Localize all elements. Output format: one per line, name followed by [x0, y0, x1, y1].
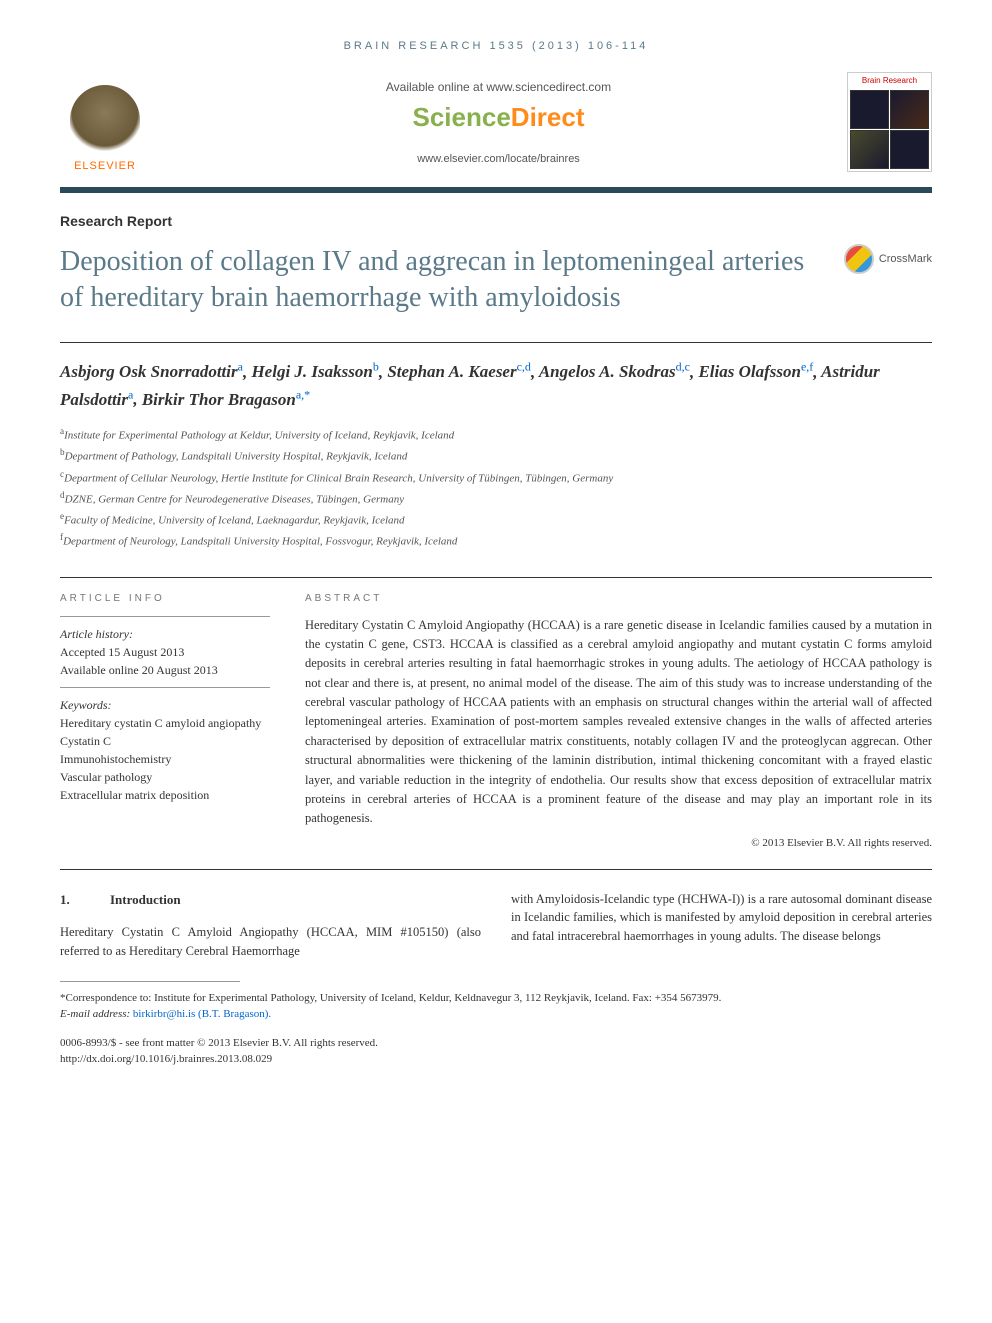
correspondence-footnote: *Correspondence to: Institute for Experi…: [60, 990, 932, 1023]
issn-line: 0006-8993/$ - see front matter © 2013 El…: [60, 1035, 932, 1052]
abstract-column: abstract Hereditary Cystatin C Amyloid A…: [305, 593, 932, 849]
article-type-label: Research Report: [60, 213, 932, 229]
footnote-rule: [60, 981, 240, 982]
keyword-item: Vascular pathology: [60, 768, 270, 786]
journal-cover-thumbnail: Brain Research: [847, 72, 932, 172]
author-name: Stephan A. Kaeserc,d: [387, 362, 531, 381]
doi-line: http://dx.doi.org/10.1016/j.brainres.201…: [60, 1051, 932, 1068]
abstract-copyright: © 2013 Elsevier B.V. All rights reserved…: [305, 837, 932, 849]
body-two-column: 1. Introduction Hereditary Cystatin C Am…: [60, 890, 932, 961]
accepted-date: Accepted 15 August 2013: [60, 643, 270, 661]
affiliation-line: cDepartment of Cellular Neurology, Herti…: [60, 467, 932, 488]
article-title: Deposition of collagen IV and aggrecan i…: [60, 244, 824, 317]
article-info-header: article info: [60, 593, 270, 604]
cover-thumb: [850, 130, 889, 169]
available-online-text: Available online at www.sciencedirect.co…: [150, 80, 847, 94]
crossmark-label: CrossMark: [879, 253, 932, 265]
section-heading: 1. Introduction: [60, 890, 481, 910]
info-rule: [60, 687, 270, 688]
authors-rule: [60, 577, 932, 578]
title-row: Deposition of collagen IV and aggrecan i…: [60, 244, 932, 317]
cover-thumb: [850, 90, 889, 129]
info-abstract-row: article info Article history: Accepted 1…: [60, 593, 932, 849]
section-title: Introduction: [110, 890, 181, 910]
elsevier-tree-icon: [70, 85, 140, 155]
doi-block: 0006-8993/$ - see front matter © 2013 El…: [60, 1035, 932, 1068]
article-info-column: article info Article history: Accepted 1…: [60, 593, 270, 849]
author-name: Asbjorg Osk Snorradottira: [60, 362, 243, 381]
abstract-bottom-rule: [60, 869, 932, 870]
correspondence-text: *Correspondence to: Institute for Experi…: [60, 990, 932, 1007]
keyword-item: Extracellular matrix deposition: [60, 786, 270, 804]
header-thick-rule: [60, 187, 932, 193]
author-name: Birkir Thor Bragasona,*: [142, 390, 310, 409]
abstract-header: abstract: [305, 593, 932, 604]
keyword-item: Hereditary cystatin C amyloid angiopathy: [60, 714, 270, 732]
history-label: Article history:: [60, 625, 270, 643]
keyword-item: Cystatin C: [60, 732, 270, 750]
sd-direct-word: Direct: [511, 102, 585, 132]
keyword-item: Immunohistochemistry: [60, 750, 270, 768]
online-date: Available online 20 August 2013: [60, 661, 270, 679]
title-rule: [60, 342, 932, 343]
publisher-header-bar: ELSEVIER Available online at www.science…: [60, 72, 932, 172]
cover-journal-title: Brain Research: [848, 73, 931, 88]
author-name: Angelos A. Skodrasd,c: [539, 362, 690, 381]
email-line: E-mail address: birkirbr@hi.is (B.T. Bra…: [60, 1006, 932, 1023]
elsevier-logo: ELSEVIER: [60, 72, 150, 172]
abstract-text: Hereditary Cystatin C Amyloid Angiopathy…: [305, 616, 932, 829]
body-column-left: 1. Introduction Hereditary Cystatin C Am…: [60, 890, 481, 961]
affiliation-line: eFaculty of Medicine, University of Icel…: [60, 509, 932, 530]
journal-url: www.elsevier.com/locate/brainres: [150, 153, 847, 165]
intro-paragraph-left: Hereditary Cystatin C Amyloid Angiopathy…: [60, 923, 481, 961]
email-label: E-mail address:: [60, 1008, 130, 1020]
affiliation-line: bDepartment of Pathology, Landspitali Un…: [60, 445, 932, 466]
author-name: Helgi J. Isakssonb: [251, 362, 378, 381]
affiliation-line: fDepartment of Neurology, Landspitali Un…: [60, 530, 932, 551]
crossmark-icon: [844, 244, 874, 274]
keywords-label: Keywords:: [60, 696, 270, 714]
keywords-block: Keywords: Hereditary cystatin C amyloid …: [60, 696, 270, 804]
cover-thumb: [890, 130, 929, 169]
sd-science-word: Science: [413, 102, 511, 132]
correspondence-email-link[interactable]: birkirbr@hi.is (B.T. Bragason).: [133, 1008, 271, 1020]
sciencedirect-logo: ScienceDirect: [150, 102, 847, 133]
sciencedirect-block: Available online at www.sciencedirect.co…: [150, 80, 847, 165]
cover-thumb: [890, 90, 929, 129]
authors-list: Asbjorg Osk Snorradottira, Helgi J. Isak…: [60, 358, 932, 412]
info-rule: [60, 616, 270, 617]
author-name: Elias Olafssone,f: [698, 362, 813, 381]
body-column-right: with Amyloidosis-Icelandic type (HCHWA-I…: [511, 890, 932, 961]
crossmark-badge[interactable]: CrossMark: [844, 244, 932, 274]
cover-images-grid: [848, 88, 931, 171]
journal-running-header: BRAIN RESEARCH 1535 (2013) 106-114: [60, 40, 932, 52]
affiliation-line: aInstitute for Experimental Pathology at…: [60, 424, 932, 445]
section-number: 1.: [60, 890, 110, 910]
affiliation-line: dDZNE, German Centre for Neurodegenerati…: [60, 488, 932, 509]
article-history-block: Article history: Accepted 15 August 2013…: [60, 625, 270, 679]
affiliations-list: aInstitute for Experimental Pathology at…: [60, 424, 932, 552]
elsevier-label: ELSEVIER: [74, 160, 136, 172]
intro-paragraph-right: with Amyloidosis-Icelandic type (HCHWA-I…: [511, 890, 932, 946]
